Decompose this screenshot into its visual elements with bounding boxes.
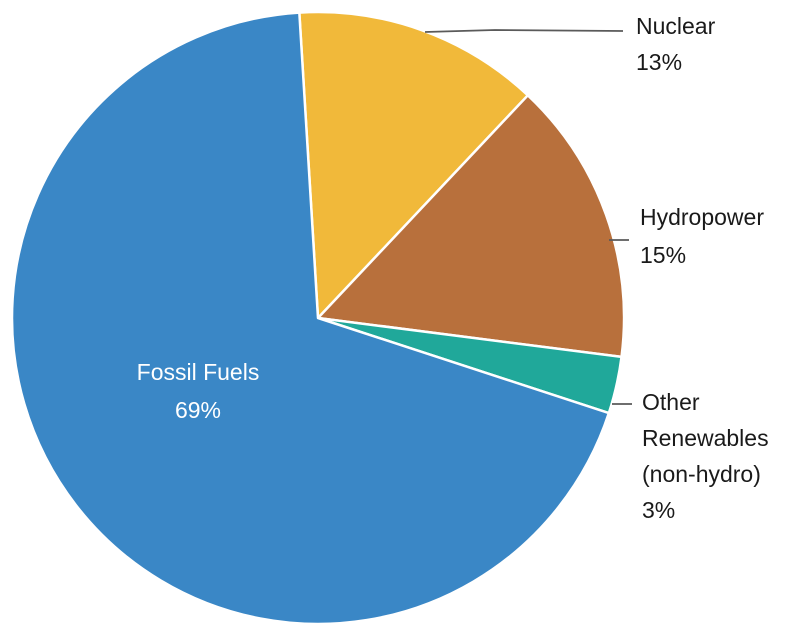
label-nuclear: Nuclear (636, 13, 716, 39)
value-hydropower: 15% (640, 242, 686, 268)
pie-slice-nuclear (298, 10, 530, 320)
pie-slices (10, 10, 626, 623)
pie-slice-fossil-fuels (10, 11, 611, 623)
label-other-renewables-line2: Renewables (642, 425, 769, 451)
label-fossil-fuels: Fossil Fuels (137, 359, 260, 385)
pie-slice-hydropower (316, 94, 626, 359)
label-hydropower: Hydropower (640, 204, 764, 230)
value-nuclear: 13% (636, 49, 682, 75)
label-other-renewables-line1: Other (642, 389, 700, 415)
value-other-renewables: 3% (642, 497, 675, 523)
leader-line-nuclear (424, 29, 624, 33)
leader-lines (424, 29, 632, 405)
value-fossil-fuels: 69% (175, 397, 221, 423)
label-other-renewables-line3: (non-hydro) (642, 461, 761, 487)
